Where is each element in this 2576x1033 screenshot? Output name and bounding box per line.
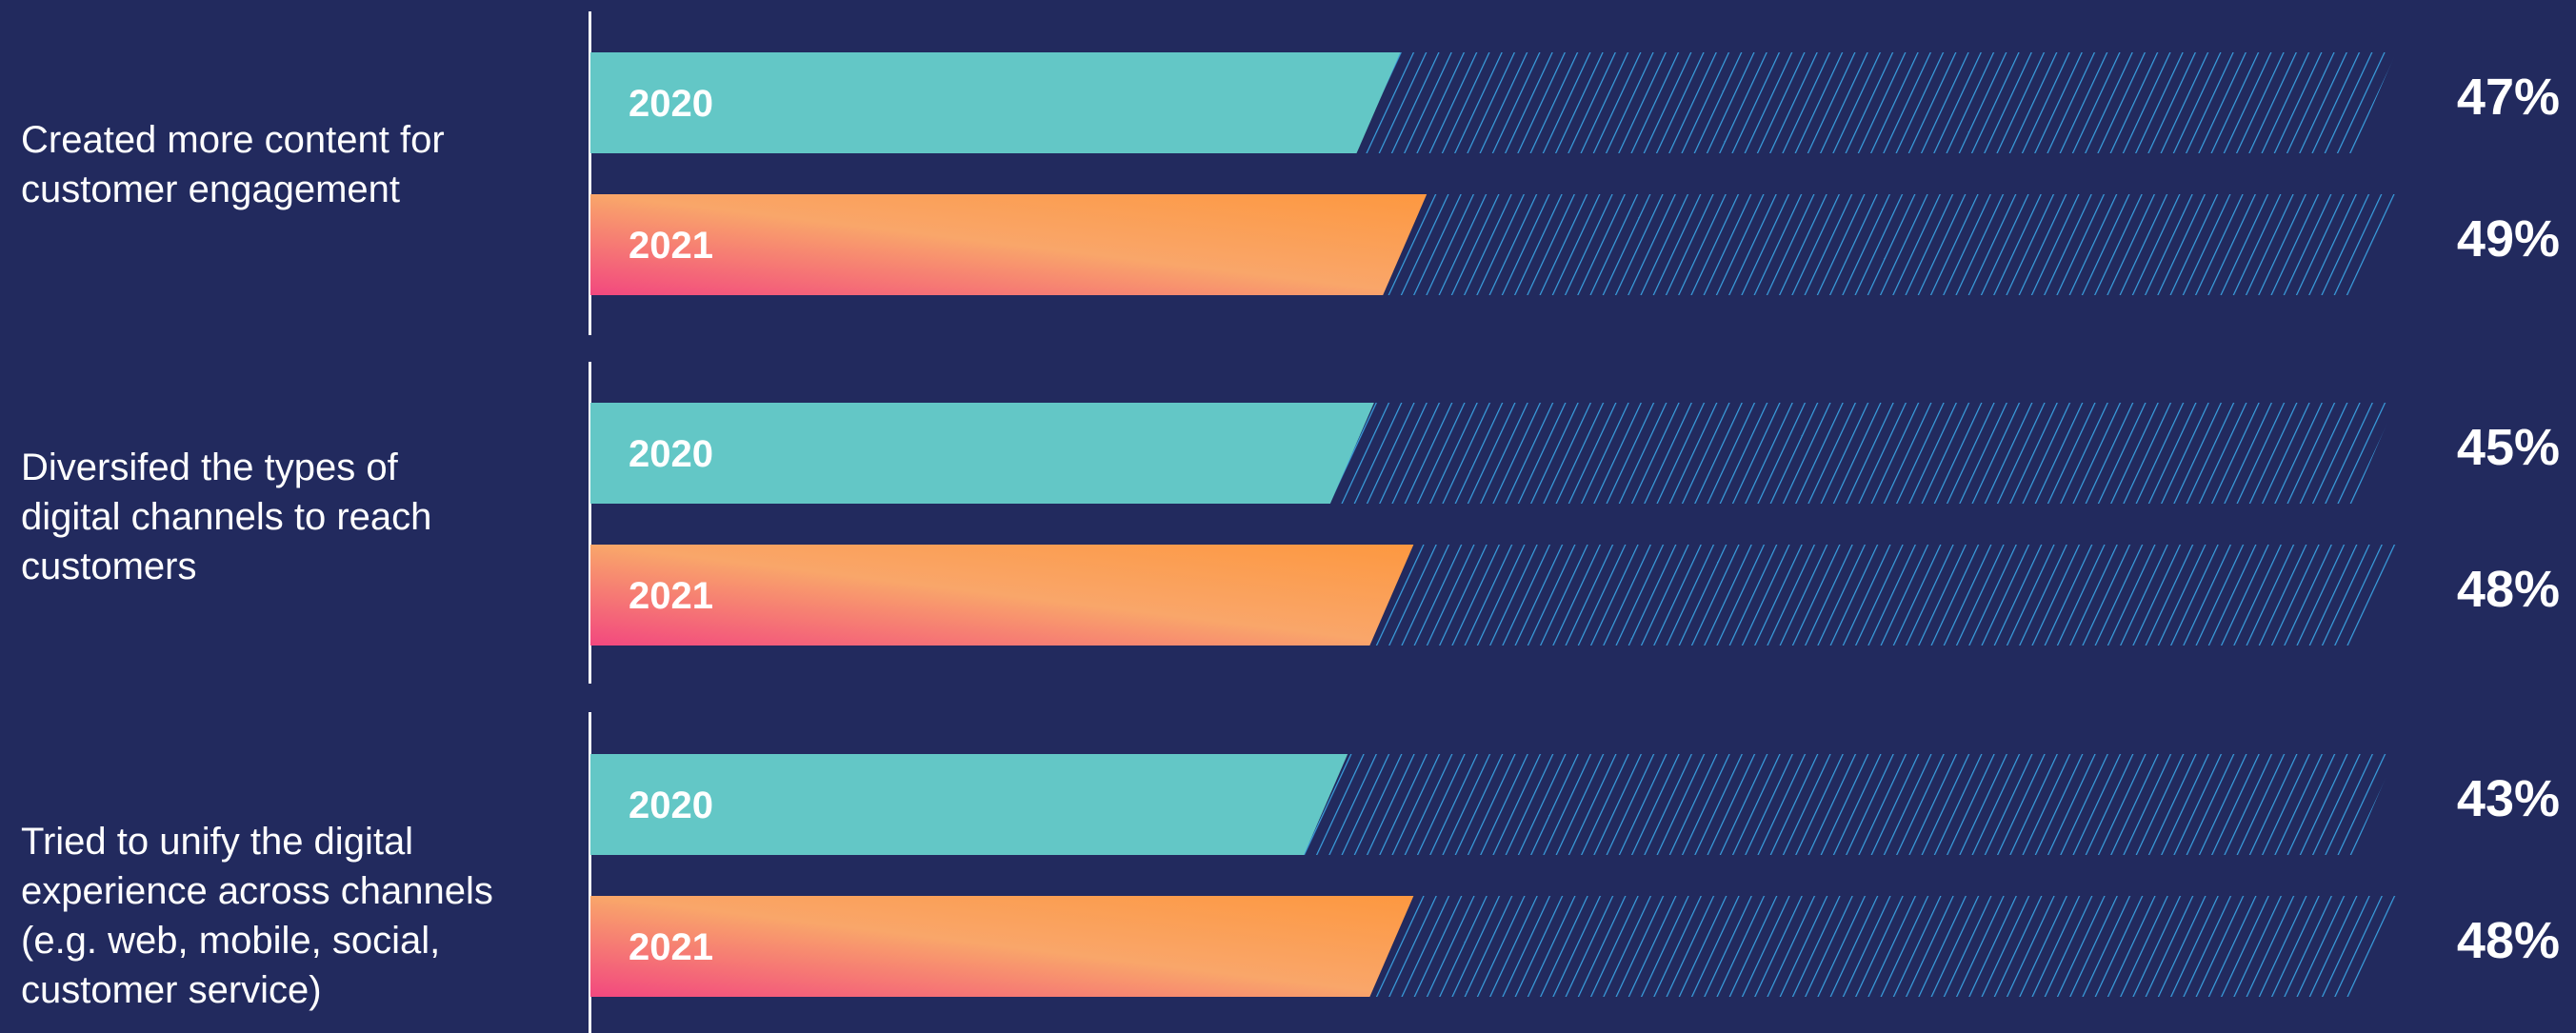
group-divider xyxy=(589,11,591,335)
bar-2020 xyxy=(590,754,1348,855)
bar-series-label: 2020 xyxy=(629,83,713,125)
data-label: 45% xyxy=(2457,419,2560,476)
data-label: 48% xyxy=(2457,561,2560,618)
bar-series-label: 2021 xyxy=(629,575,713,617)
bar-series-label: 2021 xyxy=(629,225,713,267)
category-label-line: Diversifed the types of xyxy=(21,447,398,488)
data-label: 48% xyxy=(2457,912,2560,969)
category-label-line: customers xyxy=(21,546,197,587)
category-label: Tried to unify the digital experience acr… xyxy=(21,817,554,1015)
bar-2020 xyxy=(590,403,1374,504)
group-divider xyxy=(589,362,591,684)
data-label: 49% xyxy=(2457,210,2560,268)
bar-2021 xyxy=(590,545,1414,646)
bar-2021 xyxy=(590,896,1414,997)
category-label-line: digital channels to reach xyxy=(21,496,432,538)
category-label-line: Tried to unify the digital xyxy=(21,821,414,863)
bar-2021 xyxy=(590,194,1428,295)
category-label-line: customer engagement xyxy=(21,169,401,210)
category-label-line: (e.g. web, mobile, social, xyxy=(21,920,441,962)
category-label: Diversifed the types of digital channels … xyxy=(21,443,554,591)
category-label: Created more content for customer engagem… xyxy=(21,115,554,214)
group-divider xyxy=(589,712,591,1033)
data-label: 47% xyxy=(2457,69,2560,126)
category-label-line: experience across channels xyxy=(21,870,493,912)
category-label-line: customer service) xyxy=(21,969,322,1011)
bar-series-label: 2021 xyxy=(629,926,713,968)
bar-2020 xyxy=(590,52,1401,153)
bar-series-label: 2020 xyxy=(629,785,713,826)
bar-series-label: 2020 xyxy=(629,433,713,475)
data-label: 43% xyxy=(2457,770,2560,827)
category-label-line: Created more content for xyxy=(21,119,445,161)
